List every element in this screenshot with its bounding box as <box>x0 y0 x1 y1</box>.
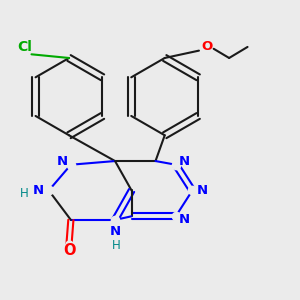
Text: O: O <box>201 40 213 53</box>
Text: Cl: Cl <box>17 40 32 54</box>
Text: N: N <box>178 155 189 168</box>
Text: H: H <box>111 239 120 252</box>
Text: N: N <box>110 225 121 238</box>
Text: O: O <box>63 243 75 258</box>
Text: N: N <box>178 213 189 226</box>
Text: N: N <box>33 184 44 197</box>
Text: N: N <box>197 184 208 197</box>
Text: H: H <box>20 187 29 200</box>
Text: N: N <box>57 155 68 168</box>
